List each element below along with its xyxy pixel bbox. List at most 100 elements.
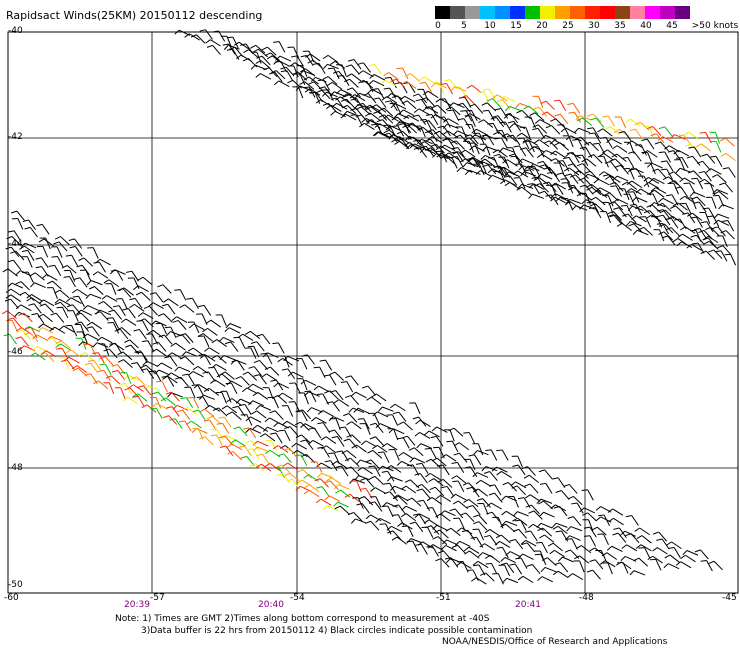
wind-barb <box>372 444 388 453</box>
wind-barb <box>598 152 614 161</box>
wind-barb <box>453 452 468 463</box>
wind-barb <box>19 291 35 301</box>
wind-barb <box>642 150 658 158</box>
wind-barb <box>414 431 431 439</box>
wind-barb <box>18 312 33 323</box>
wind-barb <box>553 505 568 517</box>
wind-barb <box>625 533 640 543</box>
wind-barb <box>273 382 290 389</box>
wind-barb <box>547 542 563 552</box>
wind-barb <box>691 177 704 190</box>
wind-barb <box>525 504 540 515</box>
wind-barb <box>275 55 292 62</box>
wind-barb <box>504 171 520 178</box>
wind-barb <box>54 289 70 299</box>
wind-barb <box>483 534 498 546</box>
wind-barb <box>435 98 451 106</box>
wind-barb <box>424 447 437 460</box>
wind-barb <box>501 133 517 142</box>
wind-barb <box>534 553 547 566</box>
wind-barb <box>443 152 460 161</box>
wind-barb <box>584 141 599 152</box>
wind-barb <box>82 305 99 311</box>
wind-barb <box>482 146 498 152</box>
wind-barb <box>601 552 618 560</box>
wind-barb <box>567 516 582 527</box>
wind-barb <box>705 226 720 237</box>
scale-swatch <box>465 6 480 19</box>
wind-barb <box>51 255 64 268</box>
wind-barb <box>397 437 410 449</box>
wind-barb <box>364 104 381 112</box>
wind-barb <box>576 163 592 173</box>
wind-barb <box>557 556 574 563</box>
wind-barb <box>247 345 260 358</box>
wind-barb <box>246 448 260 460</box>
wind-barb <box>524 530 538 542</box>
wind-barb <box>631 215 647 223</box>
wind-barb <box>549 549 565 558</box>
wind-barb <box>245 416 262 423</box>
wind-barb <box>436 152 453 159</box>
wind-barb <box>387 428 399 441</box>
wind-barb <box>409 457 426 464</box>
wind-barb <box>304 88 321 96</box>
wind-barb <box>276 473 291 484</box>
wind-barb <box>667 182 679 195</box>
wind-barb <box>589 559 604 570</box>
wind-barb <box>313 366 326 379</box>
wind-barb <box>536 498 553 504</box>
wind-barb <box>114 328 129 340</box>
wind-barb <box>149 370 162 382</box>
wind-barb <box>179 304 195 313</box>
wind-barb <box>75 337 87 350</box>
wind-barb <box>38 299 55 307</box>
wind-barb <box>226 380 243 388</box>
wind-barb <box>399 95 416 103</box>
wind-barb <box>588 207 602 219</box>
wind-barb <box>436 464 450 476</box>
wind-barb <box>533 106 548 117</box>
wind-barb <box>255 404 272 411</box>
wind-barb <box>314 478 329 488</box>
wind-barb <box>665 227 681 237</box>
wind-barb <box>264 52 280 62</box>
wind-barb <box>316 472 333 479</box>
wind-barb <box>541 149 558 156</box>
wind-barb <box>527 183 540 195</box>
wind-barb <box>626 140 643 148</box>
wind-barb <box>565 152 581 159</box>
wind-barb <box>75 312 91 322</box>
wind-barb <box>308 81 323 91</box>
wind-barb <box>500 523 516 533</box>
wind-barb <box>324 390 339 400</box>
wind-barb <box>253 374 267 385</box>
wind-barb <box>571 502 584 514</box>
wind-barb <box>467 158 483 165</box>
wind-barb <box>295 410 308 422</box>
lon-label: -45 <box>722 593 737 603</box>
wind-barb <box>265 439 278 452</box>
wind-barb <box>689 191 706 198</box>
wind-barb <box>330 97 344 109</box>
wind-barb <box>693 228 707 239</box>
wind-barb <box>428 478 444 487</box>
wind-barb <box>333 501 349 508</box>
wind-barb <box>557 160 570 172</box>
wind-barb <box>365 120 382 126</box>
wind-barb <box>344 395 359 405</box>
wind-barb <box>656 202 672 212</box>
wind-barb <box>316 462 332 470</box>
wind-barb <box>529 112 545 121</box>
wind-barb <box>711 174 727 183</box>
wind-barb <box>693 201 707 213</box>
wind-barb <box>690 234 705 245</box>
wind-barb <box>365 106 381 115</box>
scale-swatch <box>495 6 510 19</box>
wind-barb <box>372 131 389 138</box>
wind-barb <box>307 439 324 447</box>
wind-barb <box>277 357 293 366</box>
wind-barb <box>38 323 54 331</box>
wind-barb <box>581 158 597 167</box>
wind-barb <box>359 423 371 435</box>
